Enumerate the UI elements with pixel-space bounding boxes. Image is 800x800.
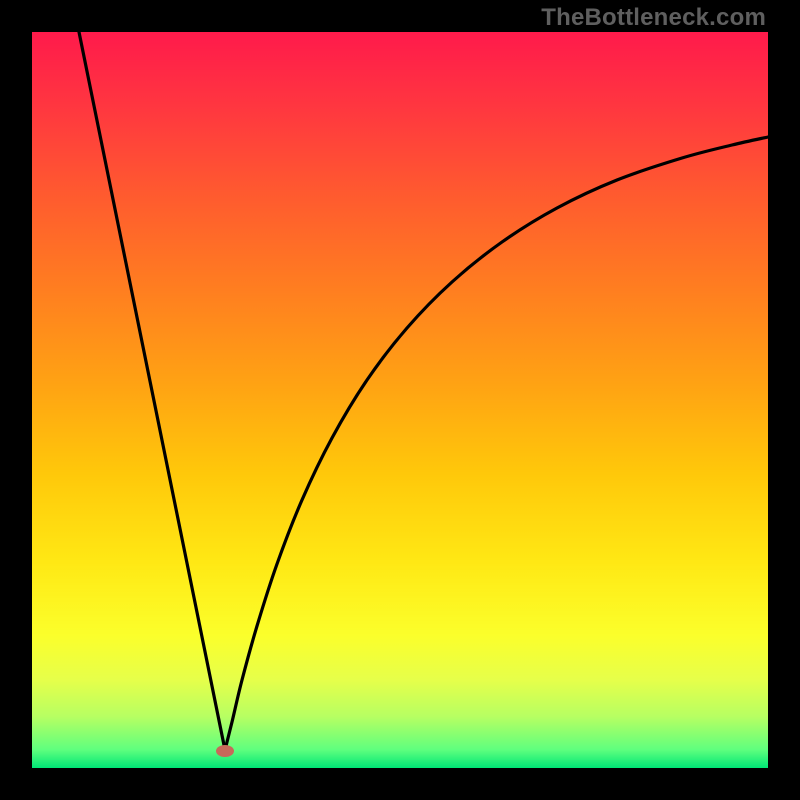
gradient-background [32,32,768,768]
bottleneck-curve-chart [32,32,768,768]
minimum-marker [216,745,234,757]
watermark-text: TheBottleneck.com [541,4,766,32]
chart-frame: TheBottleneck.com [0,0,800,800]
plot-area [32,32,768,768]
